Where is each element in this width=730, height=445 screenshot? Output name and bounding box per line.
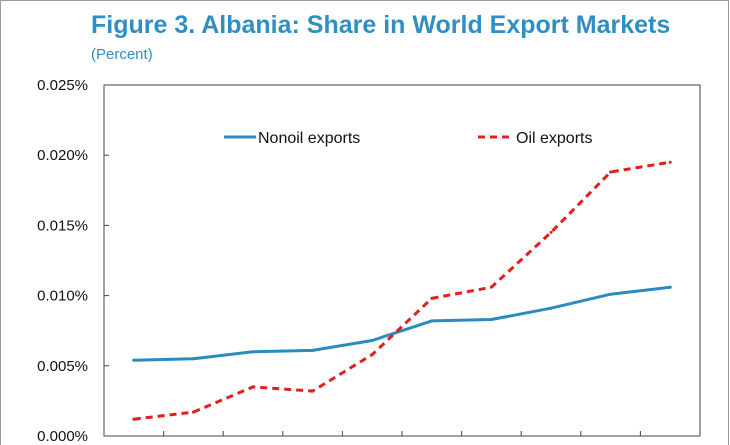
- data-point-nonoil: [609, 292, 613, 296]
- data-point-oil: [132, 417, 136, 421]
- data-point-oil: [609, 170, 613, 174]
- data-point-nonoil: [549, 306, 553, 310]
- chart-title: Figure 3. Albania: Share in World Export…: [91, 11, 671, 39]
- data-point-nonoil: [311, 348, 315, 352]
- y-tick-label: 0.020%: [37, 147, 88, 164]
- axes: 0.000% 0.005% 0.010% 0.015% 0.020% 0.025%: [37, 77, 701, 445]
- data-point-nonoil: [191, 357, 195, 361]
- series-line-oil: [133, 160, 671, 421]
- legend: Nonoil exports Oil exports: [224, 130, 592, 147]
- data-point-nonoil: [489, 317, 493, 321]
- data-point-oil: [489, 285, 493, 289]
- data-point-oil: [311, 389, 315, 393]
- y-tick-label: 0.000%: [37, 428, 88, 445]
- data-point-nonoil: [132, 358, 136, 362]
- data-point-oil: [668, 160, 672, 164]
- series-line-nonoil: [132, 285, 672, 362]
- data-point-nonoil: [668, 285, 672, 289]
- chart-subtitle: (Percent): [91, 46, 153, 63]
- series-layer: [132, 160, 672, 421]
- data-point-nonoil: [251, 350, 255, 354]
- data-point-oil: [370, 353, 374, 357]
- data-point-oil: [191, 410, 195, 414]
- data-point-nonoil: [430, 319, 434, 323]
- legend-label-oil: Oil exports: [516, 130, 592, 147]
- data-point-oil: [251, 385, 255, 389]
- legend-label-nonoil: Nonoil exports: [258, 130, 360, 147]
- y-tick-label: 0.005%: [37, 358, 88, 375]
- y-tick-label: 0.010%: [37, 288, 88, 305]
- data-point-oil: [549, 230, 553, 234]
- data-point-nonoil: [370, 339, 374, 343]
- y-tick-label: 0.015%: [37, 217, 88, 234]
- y-tick-label: 0.025%: [37, 77, 88, 94]
- data-point-oil: [430, 296, 434, 300]
- plot-area: [103, 84, 701, 437]
